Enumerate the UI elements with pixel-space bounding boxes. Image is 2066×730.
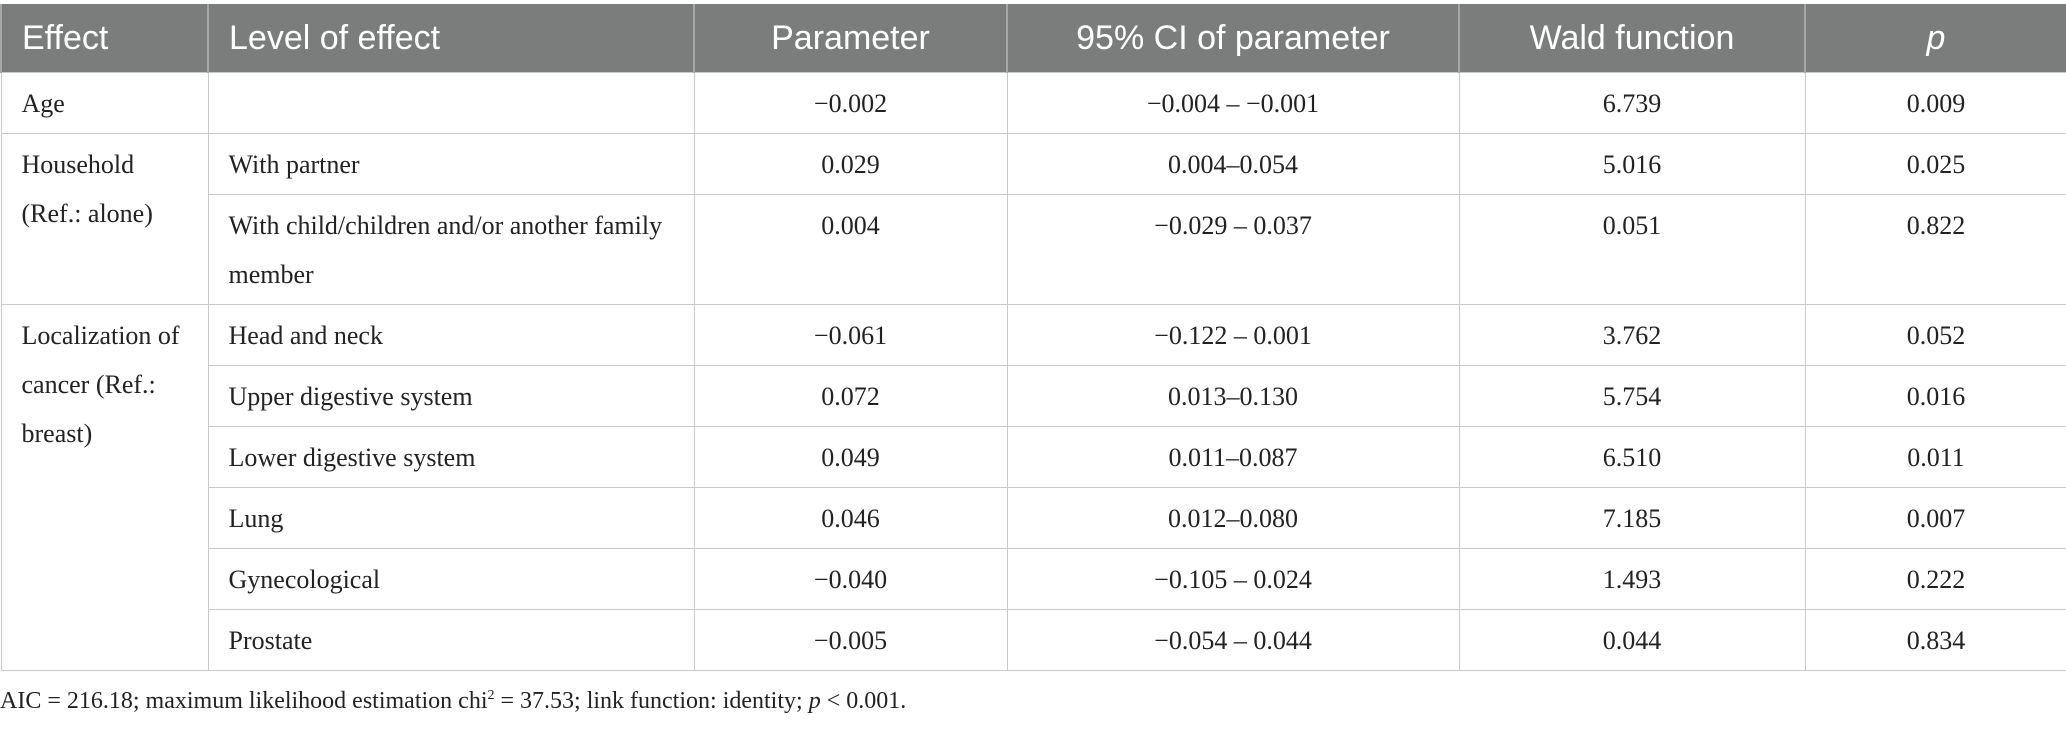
table-footnote: AIC = 216.18; maximum likelihood estimat… xyxy=(0,688,906,715)
header-ci: 95% CI of parameter xyxy=(1006,4,1460,73)
effect-cell: Localization of cancer (Ref.: breast) xyxy=(0,304,209,671)
level-cell: Upper digestive system xyxy=(207,365,695,427)
level-cell xyxy=(207,72,695,134)
table-row: With child/children and/or another famil… xyxy=(1,194,2066,305)
table-row: Localization of cancer (Ref.: breast) He… xyxy=(0,304,2066,671)
table-row: Age −0.002 −0.004 – −0.001 6.739 0.009 xyxy=(0,72,2066,134)
footnote-text-aic: AIC = 216.18; maximum likelihood estimat… xyxy=(0,688,488,714)
parameter-cell: −0.061 xyxy=(693,304,1008,366)
table-row: Lung 0.046 0.012–0.080 7.185 0.007 xyxy=(1,487,2066,549)
table-header-row: Effect Level of effect Parameter 95% CI … xyxy=(0,4,2066,73)
header-effect: Effect xyxy=(0,4,209,73)
table-row: Lower digestive system 0.049 0.011–0.087… xyxy=(1,426,2066,488)
wald-cell: 5.016 xyxy=(1458,133,1806,195)
p-cell: 0.222 xyxy=(1804,548,2066,610)
p-cell: 0.822 xyxy=(1804,194,2066,305)
level-cell: Lung xyxy=(207,487,695,549)
ci-cell: −0.004 – −0.001 xyxy=(1006,72,1460,134)
parameter-cell: 0.072 xyxy=(693,365,1008,427)
level-cell: Head and neck xyxy=(207,304,695,366)
level-cell: Gynecological xyxy=(207,548,695,610)
wald-cell: 6.510 xyxy=(1458,426,1806,488)
effect-cell: Age xyxy=(0,72,209,134)
parameter-cell: −0.002 xyxy=(693,72,1008,134)
ci-cell: 0.012–0.080 xyxy=(1006,487,1460,549)
header-wald-function: Wald function xyxy=(1458,4,1806,73)
ci-cell: −0.105 – 0.024 xyxy=(1006,548,1460,610)
parameter-cell: 0.046 xyxy=(693,487,1008,549)
wald-cell: 6.739 xyxy=(1458,72,1806,134)
wald-cell: 0.044 xyxy=(1458,609,1806,671)
header-parameter: Parameter xyxy=(693,4,1008,73)
header-p-value: p xyxy=(1804,4,2066,73)
parameter-cell: −0.005 xyxy=(693,609,1008,671)
wald-cell: 3.762 xyxy=(1458,304,1806,366)
parameter-cell: −0.040 xyxy=(693,548,1008,610)
ci-cell: 0.004–0.054 xyxy=(1006,133,1460,195)
level-cell: Prostate xyxy=(207,609,695,671)
level-cell: With partner xyxy=(207,133,695,195)
level-cell: With child/children and/or another famil… xyxy=(207,194,695,305)
wald-cell: 0.051 xyxy=(1458,194,1806,305)
parameter-cell: 0.049 xyxy=(693,426,1008,488)
header-level-of-effect: Level of effect xyxy=(207,4,695,73)
regression-results-table: Effect Level of effect Parameter 95% CI … xyxy=(0,4,2066,671)
footnote-text-threshold: < 0.001. xyxy=(820,688,907,714)
ci-cell: −0.054 – 0.044 xyxy=(1006,609,1460,671)
wald-cell: 1.493 xyxy=(1458,548,1806,610)
parameter-cell: 0.004 xyxy=(693,194,1008,305)
p-cell: 0.007 xyxy=(1804,487,2066,549)
effect-cell: Household (Ref.: alone) xyxy=(0,133,209,305)
p-cell: 0.025 xyxy=(1804,133,2066,195)
ci-cell: 0.013–0.130 xyxy=(1006,365,1460,427)
table-row: Household (Ref.: alone) With partner 0.0… xyxy=(0,133,2066,305)
wald-cell: 7.185 xyxy=(1458,487,1806,549)
p-cell: 0.011 xyxy=(1804,426,2066,488)
level-cell: Lower digestive system xyxy=(207,426,695,488)
results-table-container: Effect Level of effect Parameter 95% CI … xyxy=(0,4,2066,671)
table-row: Upper digestive system 0.072 0.013–0.130… xyxy=(1,365,2066,427)
table-row: Prostate −0.005 −0.054 – 0.044 0.044 0.8… xyxy=(1,609,2066,671)
p-cell: 0.016 xyxy=(1804,365,2066,427)
p-cell: 0.009 xyxy=(1804,72,2066,134)
ci-cell: −0.122 – 0.001 xyxy=(1006,304,1460,366)
footnote-superscript: 2 xyxy=(487,688,495,703)
parameter-cell: 0.029 xyxy=(693,133,1008,195)
footnote-text-link: = 37.53; link function: identity; xyxy=(494,688,809,714)
ci-cell: −0.029 – 0.037 xyxy=(1006,194,1460,305)
wald-cell: 5.754 xyxy=(1458,365,1806,427)
footnote-p-symbol: p xyxy=(808,688,821,714)
p-cell: 0.052 xyxy=(1804,304,2066,366)
table-row: Gynecological −0.040 −0.105 – 0.024 1.49… xyxy=(1,548,2066,610)
ci-cell: 0.011–0.087 xyxy=(1006,426,1460,488)
p-cell: 0.834 xyxy=(1804,609,2066,671)
